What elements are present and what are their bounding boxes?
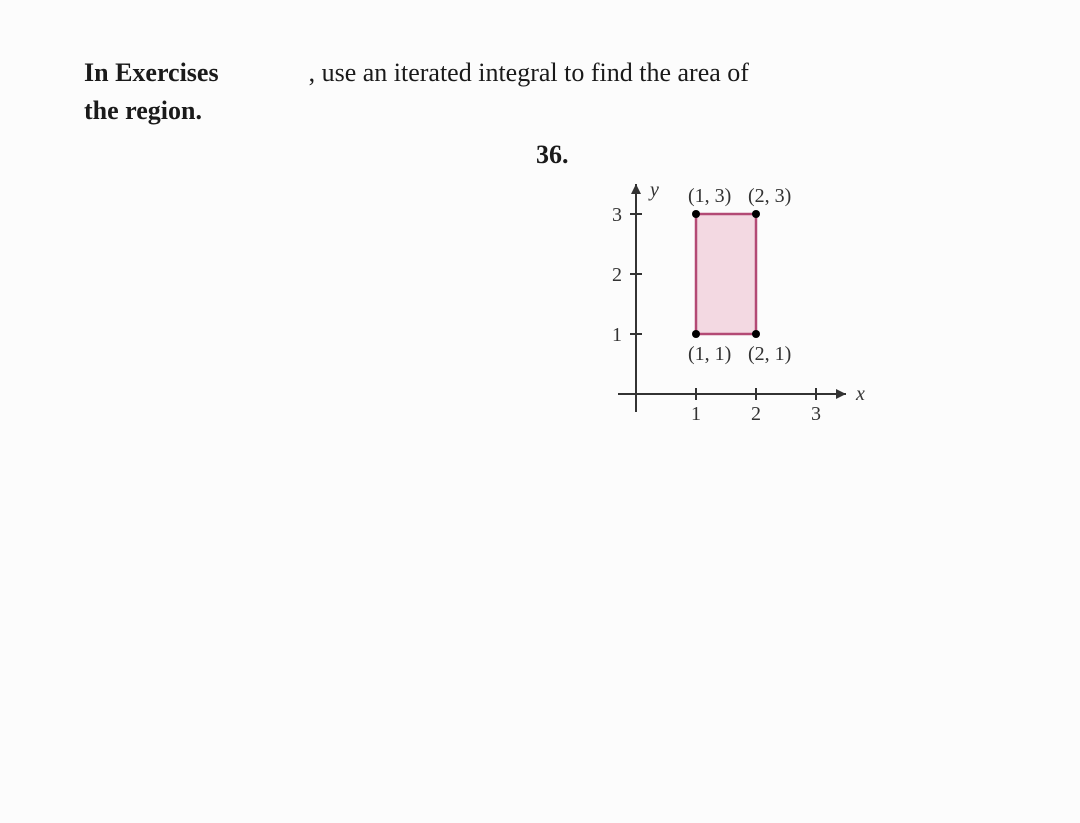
instruction-middle: , use an iterated integral to find the a…: [309, 58, 749, 87]
y-tick-label: 2: [612, 264, 622, 286]
y-tick-label: 3: [612, 204, 622, 226]
vertex-point: [752, 210, 760, 218]
x-axis-arrow: [836, 389, 846, 399]
vertex-point: [692, 210, 700, 218]
y-axis-label: y: [648, 179, 659, 201]
instruction-suffix: the region.: [84, 96, 202, 125]
shaded-region: [696, 214, 756, 334]
vertex-label: (2, 3): [748, 185, 791, 207]
region-chart: 1 2 3 1 2 3 y x (1, 1) (2, 1) (2, 3) (1, 3): [596, 134, 956, 454]
x-tick-label: 1: [691, 403, 701, 425]
vertex-label: (1, 3): [688, 185, 731, 207]
vertex-label: (1, 1): [688, 343, 731, 365]
problem-number: 36.: [536, 140, 569, 170]
y-axis-arrow: [631, 184, 641, 194]
y-tick-label: 1: [612, 324, 622, 346]
vertex-label: (2, 1): [748, 343, 791, 365]
vertex-point: [692, 330, 700, 338]
x-axis-label: x: [855, 383, 865, 405]
x-tick-label: 2: [751, 403, 761, 425]
instruction-prefix: In Exercises: [84, 58, 219, 87]
x-tick-label: 3: [811, 403, 821, 425]
instruction-text: In Exercises , use an iterated integral t…: [84, 54, 1008, 129]
vertex-point: [752, 330, 760, 338]
